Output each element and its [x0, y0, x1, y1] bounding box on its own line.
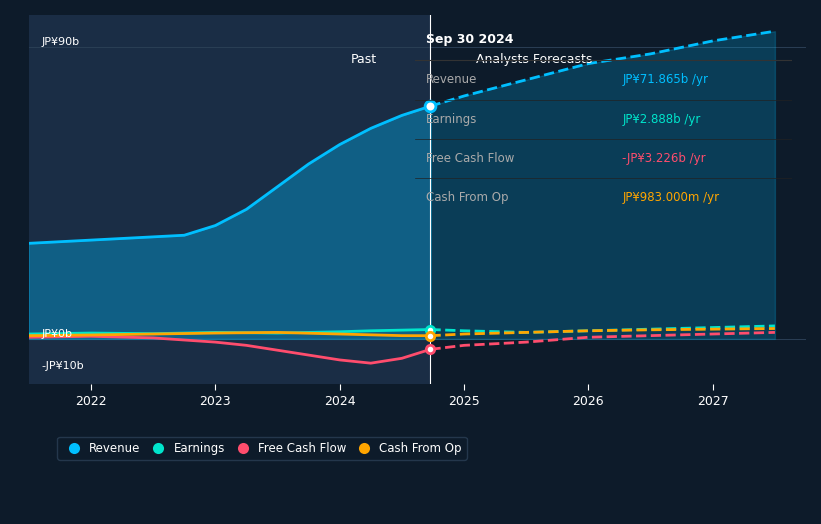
Text: JP¥983.000m /yr: JP¥983.000m /yr [622, 191, 719, 204]
Text: -JP¥3.226b /yr: -JP¥3.226b /yr [622, 152, 706, 165]
Text: Free Cash Flow: Free Cash Flow [426, 152, 514, 165]
Point [424, 332, 437, 340]
Bar [29, 15, 430, 384]
Text: Revenue: Revenue [426, 73, 477, 86]
Text: JP¥0b: JP¥0b [41, 329, 72, 339]
Text: -JP¥10b: -JP¥10b [41, 361, 84, 372]
Text: Analysts Forecasts: Analysts Forecasts [476, 53, 593, 66]
Text: Past: Past [351, 53, 377, 66]
Text: JP¥90b: JP¥90b [41, 37, 80, 47]
Legend: Revenue, Earnings, Free Cash Flow, Cash From Op: Revenue, Earnings, Free Cash Flow, Cash … [57, 437, 466, 460]
Text: Earnings: Earnings [426, 113, 477, 126]
Text: Sep 30 2024: Sep 30 2024 [426, 32, 513, 46]
Point [424, 325, 437, 334]
Point [424, 102, 437, 111]
Point [424, 345, 437, 354]
Text: JP¥71.865b /yr: JP¥71.865b /yr [622, 73, 709, 86]
Text: JP¥2.888b /yr: JP¥2.888b /yr [622, 113, 700, 126]
Text: Cash From Op: Cash From Op [426, 191, 508, 204]
